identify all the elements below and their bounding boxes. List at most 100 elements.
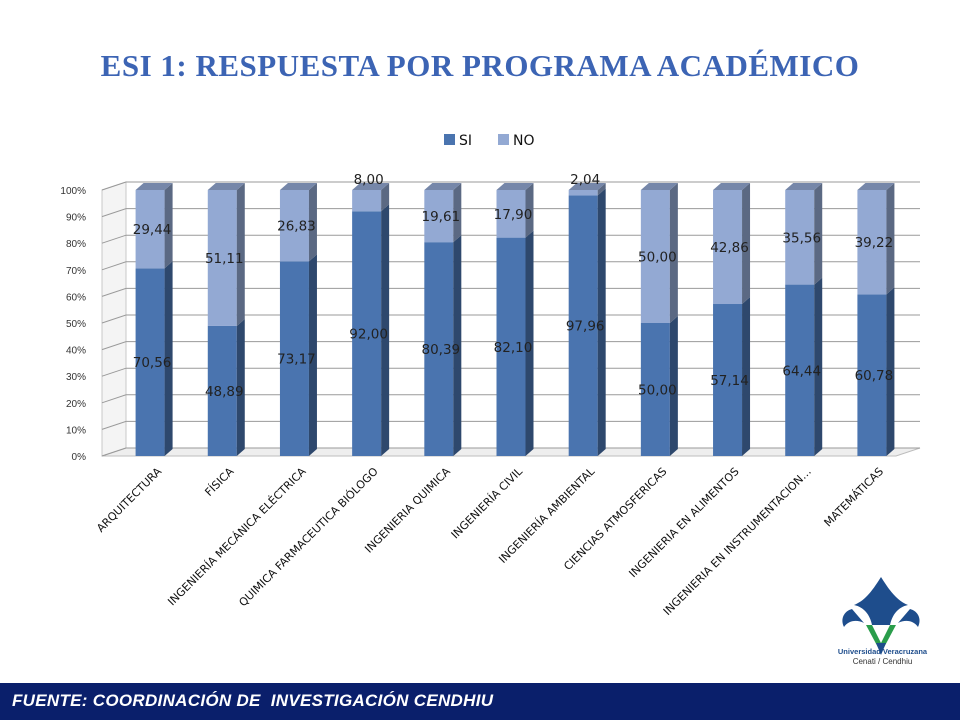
- bar-no-side: [814, 183, 823, 285]
- stacked-bar-chart: 0% 10% 20% 30% 40% 50% 60% 70% 80% 90% 100% 70,56 2…: [60, 133, 921, 618]
- bar-si-side: [742, 297, 751, 456]
- data-label: 60,78: [855, 368, 894, 384]
- bar-no-side: [453, 183, 462, 243]
- bar-no-side: [886, 183, 895, 295]
- data-label: 35,56: [782, 230, 821, 246]
- legend-swatch-no: [498, 134, 509, 145]
- y-tick-label: 10%: [66, 425, 86, 436]
- data-label: 82,10: [494, 340, 533, 356]
- bar-no: [207, 190, 237, 326]
- bar-no-top: [785, 183, 823, 190]
- bar-si-side: [308, 254, 317, 456]
- data-label: 8,00: [354, 172, 384, 188]
- y-tick-label: 40%: [66, 346, 86, 357]
- bar-no-top: [424, 183, 462, 190]
- data-label: 48,89: [205, 384, 244, 400]
- bar-si-side: [453, 235, 462, 456]
- bar-no: [568, 190, 598, 196]
- data-label: 51,11: [205, 251, 244, 267]
- y-tick-label: 60%: [66, 292, 86, 303]
- bar-si: [496, 237, 526, 456]
- bar-no: [496, 190, 526, 238]
- bar-no-side: [381, 183, 390, 212]
- y-tick-label: 30%: [66, 372, 86, 383]
- gridline: [101, 181, 920, 191]
- data-label: 80,39: [421, 342, 460, 358]
- logo-line-2: Cenati / Cendhiu: [852, 657, 913, 666]
- data-label: 39,22: [855, 235, 894, 251]
- y-tick-label: 80%: [66, 239, 86, 250]
- bar-si: [640, 323, 670, 456]
- bar-no-top: [279, 183, 317, 190]
- bar-si-side: [669, 316, 678, 456]
- data-label: 42,86: [710, 240, 749, 256]
- bar-no-side: [525, 183, 534, 238]
- bar-no: [857, 190, 887, 295]
- bar-no-top: [352, 183, 390, 190]
- bar-si-side: [814, 277, 823, 456]
- x-tick-label: INGENIERÍA MECÁNICA ELÉCTRICA: [165, 465, 309, 609]
- bar-no: [135, 190, 165, 269]
- data-label: 73,17: [277, 352, 316, 368]
- x-tick-label: FÍSICA: [202, 465, 236, 499]
- bar-no-side: [669, 183, 678, 323]
- university-logo-icon: [842, 577, 920, 655]
- y-tick-label: 20%: [66, 399, 86, 410]
- x-tick-label: ARQUITECTURA: [94, 465, 164, 535]
- y-tick-label: 0%: [72, 452, 87, 463]
- logo-line-1: Universidad Veracruzana: [837, 647, 928, 656]
- logo-caption: Universidad Veracruzana Cenati / Cendhiu: [820, 647, 945, 667]
- bar-no-top: [857, 183, 895, 190]
- bar-no: [352, 190, 382, 212]
- bar-no: [713, 190, 743, 305]
- legend-label-no: NO: [513, 133, 535, 149]
- bar-no-side: [308, 183, 317, 262]
- data-label: 64,44: [782, 363, 821, 379]
- bar-no-top: [568, 183, 606, 190]
- bar-si: [207, 325, 237, 456]
- bar-si: [279, 261, 309, 456]
- bar-si-side: [886, 287, 895, 456]
- bar-no-side: [742, 183, 751, 305]
- bar-no-side: [597, 183, 606, 196]
- bar-no: [424, 190, 454, 243]
- bar-si-side: [236, 318, 245, 456]
- x-tick-label: QUIMICA FARMACEUTICA BIÓLOGO: [236, 465, 381, 610]
- bar-si-side: [525, 230, 534, 456]
- bar-si-side: [381, 204, 390, 456]
- bar-no-top: [496, 183, 534, 190]
- bar-si: [424, 242, 454, 456]
- bar-si: [713, 304, 743, 456]
- y-tick-label: 90%: [66, 213, 86, 224]
- data-label: 17,90: [494, 207, 533, 223]
- bar-si: [785, 284, 815, 456]
- bar-no: [785, 190, 815, 285]
- data-label: 26,83: [277, 219, 316, 235]
- bar-si: [135, 268, 165, 456]
- data-label: 29,44: [133, 222, 172, 238]
- page-title: ESI 1: RESPUESTA POR PROGRAMA ACADÉMICO: [100, 48, 860, 83]
- data-label: 50,00: [638, 383, 677, 399]
- bar-si: [857, 294, 887, 456]
- data-label: 92,00: [349, 327, 388, 343]
- bar-si-side: [597, 188, 606, 457]
- data-label: 50,00: [638, 250, 677, 266]
- data-label: 57,14: [710, 373, 749, 389]
- bar-no-top: [640, 183, 678, 190]
- footer-source: FUENTE: COORDINACIÓN DE INVESTIGACIÓN CE…: [12, 691, 494, 710]
- x-tick-label: MATEMÁTICAS: [822, 465, 886, 529]
- footer-bar: FUENTE: COORDINACIÓN DE INVESTIGACIÓN CE…: [0, 683, 960, 720]
- data-label: 19,61: [421, 209, 460, 225]
- data-label: 70,56: [133, 355, 172, 371]
- bar-si: [568, 195, 598, 457]
- legend-swatch-si: [444, 134, 455, 145]
- bar-no-side: [164, 183, 173, 269]
- bar-no-top: [135, 183, 173, 190]
- y-tick-label: 100%: [60, 186, 86, 197]
- bar-no: [279, 190, 309, 262]
- bar-si-side: [164, 261, 173, 456]
- bar-no-side: [236, 183, 245, 326]
- x-tick-label: INGENIERIA EN INSTRUMENTACION…: [661, 465, 814, 618]
- legend-label-si: SI: [459, 133, 472, 149]
- bar-no: [640, 190, 670, 323]
